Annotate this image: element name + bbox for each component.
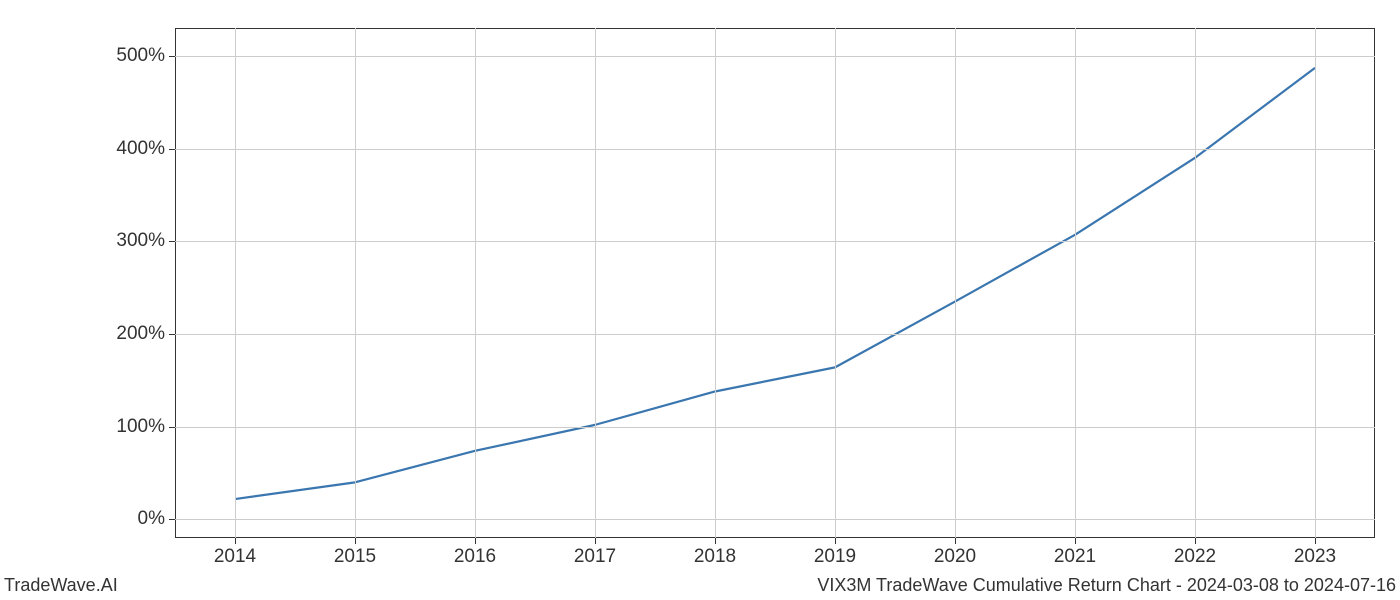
series-line-cumulative-return (235, 68, 1315, 499)
y-tick-label: 200% (116, 323, 175, 345)
chart-container: 0% 100% 200% 300% 400% 500% 2014 2015 2016 2017 20… (0, 0, 1400, 600)
grid-line-vertical (1195, 28, 1196, 538)
x-tick-label: 2018 (694, 538, 736, 568)
x-tick-label: 2014 (214, 538, 256, 568)
x-tick-label: 2015 (334, 538, 376, 568)
y-tick-label: 500% (116, 45, 175, 67)
x-tick-label: 2023 (1294, 538, 1336, 568)
x-tick-label: 2019 (814, 538, 856, 568)
y-tick-label: 300% (116, 230, 175, 252)
grid-line-vertical (715, 28, 716, 538)
x-tick-label: 2017 (574, 538, 616, 568)
y-tick-label: 400% (116, 138, 175, 160)
footer-left-label: TradeWave.AI (4, 575, 118, 596)
grid-line-vertical (595, 28, 596, 538)
grid-line-vertical (355, 28, 356, 538)
footer-right-label: VIX3M TradeWave Cumulative Return Chart … (817, 575, 1396, 596)
grid-line-vertical (475, 28, 476, 538)
y-tick-label: 100% (116, 416, 175, 438)
grid-line-vertical (1315, 28, 1316, 538)
x-tick-label: 2021 (1054, 538, 1096, 568)
plot-area: 0%100%200%300%400%500%201420152016201720… (175, 28, 1375, 538)
grid-line-vertical (835, 28, 836, 538)
x-tick-label: 2016 (454, 538, 496, 568)
grid-line-vertical (235, 28, 236, 538)
x-tick-label: 2022 (1174, 538, 1216, 568)
grid-line-vertical (1075, 28, 1076, 538)
grid-line-vertical (955, 28, 956, 538)
y-tick-label: 0% (138, 508, 175, 530)
x-tick-label: 2020 (934, 538, 976, 568)
